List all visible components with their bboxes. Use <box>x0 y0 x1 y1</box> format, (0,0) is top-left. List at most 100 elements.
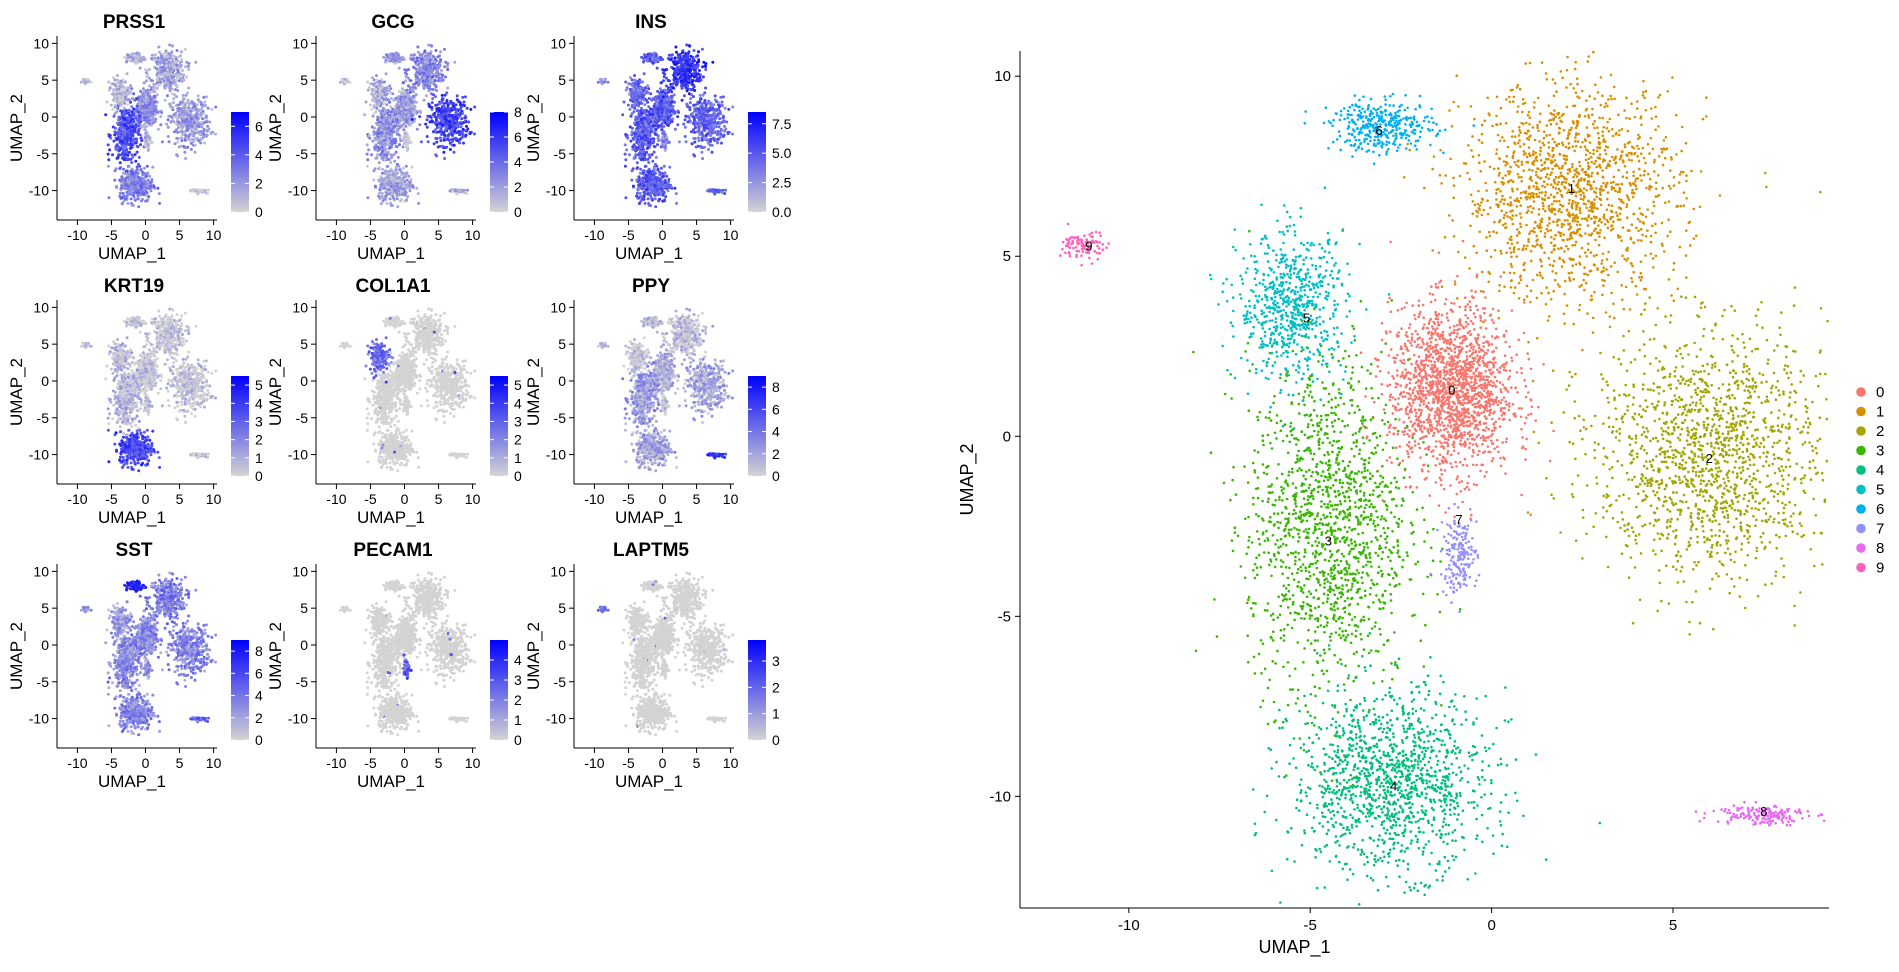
cell-point <box>122 136 126 140</box>
cell-point <box>116 101 120 105</box>
cell-point <box>400 87 404 91</box>
cell-point <box>468 132 472 136</box>
cell-point <box>395 57 399 60</box>
cell-point <box>377 161 381 165</box>
cell-point <box>399 186 403 190</box>
cell-point <box>367 148 371 152</box>
cell-point <box>386 173 390 177</box>
cell-point <box>415 127 419 131</box>
cell-point <box>436 73 440 77</box>
cell-point <box>107 196 111 200</box>
cell-point <box>407 174 411 178</box>
cell-point <box>434 103 438 107</box>
cell-point <box>185 60 189 64</box>
cell-point <box>143 110 147 114</box>
cell-point <box>416 192 420 196</box>
cell-point <box>418 123 422 127</box>
cell-point <box>187 86 191 90</box>
cell-point <box>382 101 386 105</box>
cell-point <box>662 106 666 110</box>
cell-point <box>430 75 434 79</box>
cell-point <box>415 56 419 60</box>
cell-point <box>436 55 440 59</box>
cell-point <box>133 153 137 157</box>
cell-point <box>206 124 209 128</box>
cell-point <box>176 109 180 113</box>
cell-point <box>375 137 379 141</box>
cell-point <box>173 142 177 146</box>
cell-point <box>145 106 149 110</box>
cell-point <box>405 143 409 147</box>
cell-point <box>401 166 405 170</box>
cell-point <box>106 152 110 156</box>
cell-point <box>391 112 394 116</box>
cell-point <box>140 190 144 193</box>
cell-point <box>381 179 385 183</box>
cell-point <box>176 123 180 127</box>
cell-point <box>432 66 436 70</box>
cell-point <box>403 95 407 99</box>
cell-point <box>338 80 342 84</box>
cell-point <box>133 180 137 184</box>
cell-point <box>399 199 402 203</box>
cell-point <box>425 118 429 122</box>
cell-point <box>367 134 371 137</box>
cell-point <box>184 133 188 137</box>
cell-point <box>174 112 178 115</box>
cell-point <box>379 104 383 108</box>
cell-point <box>395 145 399 149</box>
cell-point <box>666 120 670 124</box>
cell-point <box>374 156 378 160</box>
cell-point <box>196 192 200 196</box>
cell-point <box>409 140 413 144</box>
cell-point <box>382 106 385 110</box>
cell-point <box>668 103 672 107</box>
cell-point <box>463 120 467 124</box>
cell-point <box>116 78 120 82</box>
cell-point <box>434 128 437 132</box>
cell-point <box>135 165 139 169</box>
cell-point <box>130 97 134 100</box>
cell-point <box>197 139 201 143</box>
cell-point <box>378 82 382 86</box>
x-tick-label: 0 <box>401 227 409 243</box>
cell-point <box>190 125 194 128</box>
cell-point <box>396 205 400 209</box>
cell-point <box>109 136 113 140</box>
cell-point <box>196 124 200 128</box>
cell-point <box>446 133 450 137</box>
cell-point <box>382 55 386 59</box>
cell-point <box>366 196 370 200</box>
cell-point <box>408 120 412 124</box>
cell-point <box>181 133 185 136</box>
cell-point <box>448 109 452 113</box>
cell-point <box>397 164 401 168</box>
cell-point <box>125 72 129 76</box>
cell-point <box>149 184 153 188</box>
cell-point <box>385 201 389 205</box>
cell-point <box>395 132 399 136</box>
cell-point <box>136 197 140 201</box>
cell-point <box>389 184 393 188</box>
cell-point <box>375 121 378 125</box>
cell-point <box>172 120 176 124</box>
cell-point <box>453 60 457 64</box>
cell-point <box>389 97 393 100</box>
y-axis-title: UMAP_2 <box>266 94 285 162</box>
cell-point <box>182 115 186 119</box>
cell-point <box>375 78 379 82</box>
cell-point <box>138 66 142 70</box>
cell-point <box>411 58 415 62</box>
cell-point <box>175 49 179 52</box>
cell-point <box>135 104 139 108</box>
cell-point <box>404 164 408 168</box>
cell-point <box>405 98 409 102</box>
cell-point <box>437 115 440 119</box>
cell-point <box>460 117 464 121</box>
cell-point <box>127 177 131 181</box>
cell-point <box>378 166 382 170</box>
cell-point <box>377 191 381 195</box>
cell-point <box>384 116 388 120</box>
cell-point <box>146 148 150 152</box>
cell-point <box>423 64 427 68</box>
